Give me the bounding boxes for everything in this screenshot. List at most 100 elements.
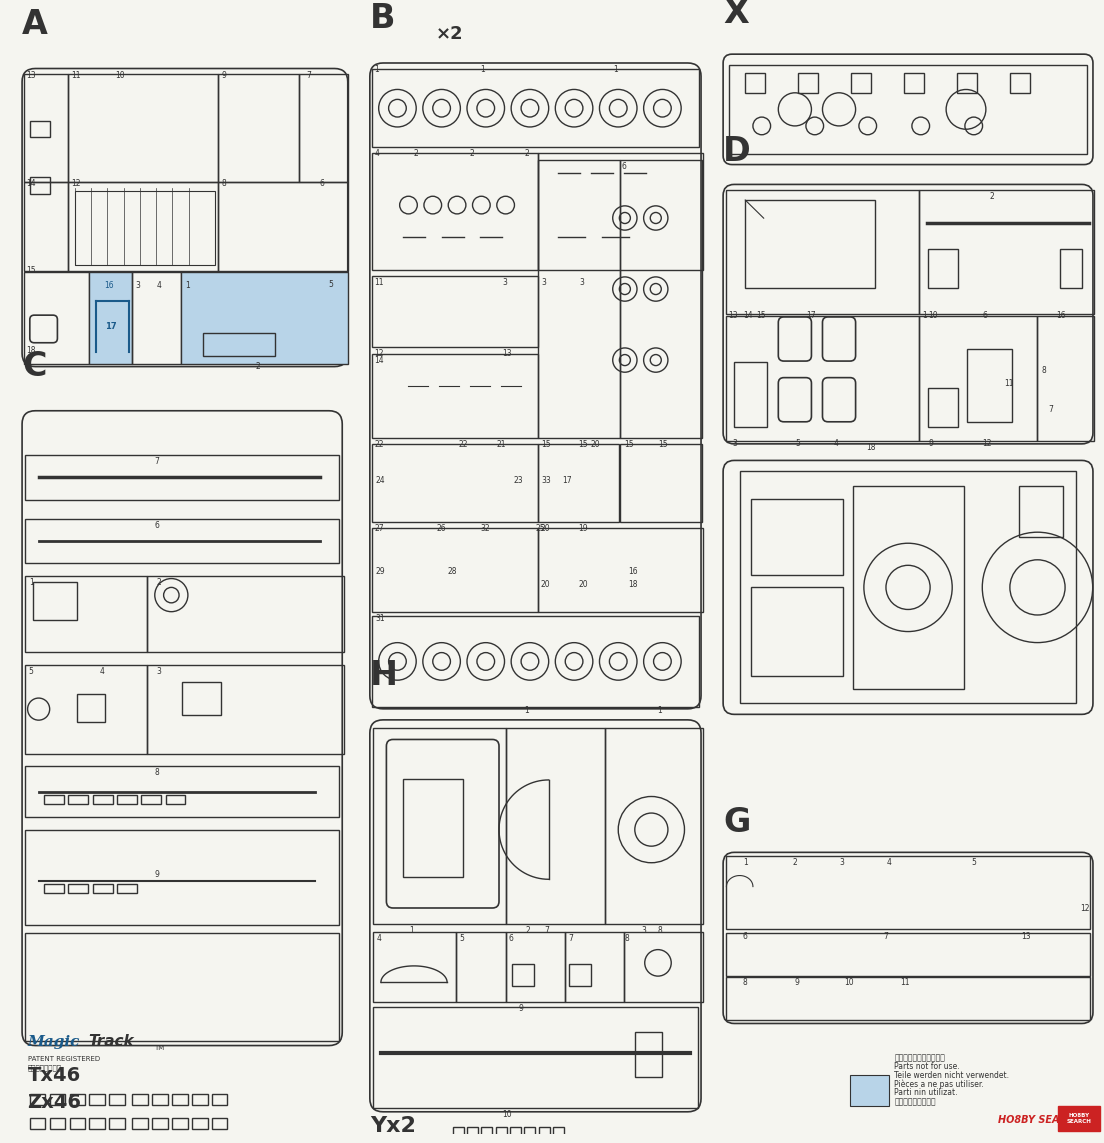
Bar xyxy=(117,885,137,893)
Bar xyxy=(152,1118,168,1129)
Text: 15: 15 xyxy=(624,440,634,449)
Text: 2: 2 xyxy=(255,362,261,371)
Text: 1: 1 xyxy=(480,65,485,74)
Text: B: B xyxy=(370,2,395,35)
Bar xyxy=(624,932,703,1002)
Bar xyxy=(70,1118,85,1129)
Bar xyxy=(192,1118,208,1129)
Text: 7: 7 xyxy=(306,71,311,80)
Text: 8: 8 xyxy=(222,178,226,187)
Bar xyxy=(1060,249,1082,288)
Text: 3: 3 xyxy=(839,858,843,868)
Bar xyxy=(729,65,1087,153)
Text: 9: 9 xyxy=(155,870,159,879)
Bar xyxy=(1058,1106,1100,1130)
Bar xyxy=(117,796,137,805)
Bar xyxy=(928,249,958,288)
Text: Parti nin utilizat.: Parti nin utilizat. xyxy=(894,1088,958,1097)
Text: 22: 22 xyxy=(374,440,384,449)
Text: 3: 3 xyxy=(157,666,161,676)
Bar xyxy=(147,665,344,753)
Text: 9: 9 xyxy=(928,439,933,448)
Text: Pièces a ne pas utiliser.: Pièces a ne pas utiliser. xyxy=(894,1079,984,1088)
Bar xyxy=(24,182,68,271)
Bar xyxy=(512,965,534,986)
Text: 7: 7 xyxy=(155,457,159,466)
Text: 16: 16 xyxy=(105,281,115,290)
Bar xyxy=(553,1127,564,1136)
Bar xyxy=(172,1118,188,1129)
Bar xyxy=(68,885,88,893)
Bar xyxy=(25,665,147,753)
Bar xyxy=(745,200,874,288)
Bar xyxy=(109,1094,125,1105)
Text: 3: 3 xyxy=(502,279,507,287)
Bar xyxy=(25,519,339,563)
Text: 21: 21 xyxy=(497,440,507,449)
Text: 5: 5 xyxy=(972,858,976,868)
Text: 3: 3 xyxy=(135,281,140,290)
Bar xyxy=(30,1118,45,1129)
Bar xyxy=(50,1094,65,1105)
Bar xyxy=(68,74,219,182)
Text: 3: 3 xyxy=(732,439,736,448)
Bar xyxy=(372,70,699,147)
Text: 4: 4 xyxy=(887,858,891,868)
Bar xyxy=(1019,486,1063,536)
Text: C: C xyxy=(22,350,46,383)
Bar xyxy=(904,73,924,93)
Text: 18: 18 xyxy=(628,580,638,589)
Bar xyxy=(726,856,1090,929)
Bar xyxy=(726,933,1090,976)
Bar xyxy=(745,73,765,93)
Text: 7: 7 xyxy=(544,926,549,935)
Text: 17: 17 xyxy=(806,311,816,320)
Text: 12: 12 xyxy=(983,439,991,448)
Text: D: D xyxy=(723,135,751,168)
Bar xyxy=(372,443,538,521)
Text: 8: 8 xyxy=(658,926,662,935)
Text: 24: 24 xyxy=(375,477,385,486)
Text: 15: 15 xyxy=(658,440,668,449)
Bar xyxy=(798,73,818,93)
Text: 6: 6 xyxy=(319,178,323,187)
Bar xyxy=(89,1094,105,1105)
Bar xyxy=(751,498,843,575)
Bar xyxy=(24,74,68,182)
Text: HO8BY SEARCH: HO8BY SEARCH xyxy=(998,1116,1082,1125)
Bar xyxy=(751,588,843,677)
Bar xyxy=(919,315,1037,440)
Text: 14: 14 xyxy=(743,311,753,320)
Text: 10: 10 xyxy=(928,311,938,320)
Bar xyxy=(109,1118,125,1129)
Text: 28: 28 xyxy=(447,567,457,576)
Bar xyxy=(166,796,185,805)
Text: 3: 3 xyxy=(641,926,646,935)
Text: 4: 4 xyxy=(157,281,161,290)
Bar xyxy=(372,153,538,270)
Bar xyxy=(620,160,702,438)
Text: 1: 1 xyxy=(657,705,661,714)
Bar xyxy=(967,349,1011,422)
Text: 15: 15 xyxy=(578,440,588,449)
Text: 6: 6 xyxy=(155,521,159,530)
Text: Tx46: Tx46 xyxy=(28,1066,81,1086)
Bar xyxy=(373,932,456,1002)
Bar xyxy=(152,1094,168,1105)
Bar xyxy=(539,1127,550,1136)
Bar xyxy=(182,682,221,716)
Text: 1: 1 xyxy=(524,705,529,714)
Text: 5: 5 xyxy=(795,439,799,448)
Text: 12: 12 xyxy=(72,178,81,187)
Text: 18: 18 xyxy=(26,345,36,354)
Bar xyxy=(77,694,105,722)
Text: 3: 3 xyxy=(580,279,584,287)
Bar xyxy=(44,885,64,893)
Bar xyxy=(50,1118,65,1129)
Text: 14: 14 xyxy=(374,355,384,365)
Bar xyxy=(726,977,1090,1021)
Bar xyxy=(373,1007,698,1109)
Text: 実用新案登録済み: 実用新案登録済み xyxy=(28,1064,62,1071)
Bar xyxy=(524,1127,535,1136)
Text: 33: 33 xyxy=(541,477,551,486)
